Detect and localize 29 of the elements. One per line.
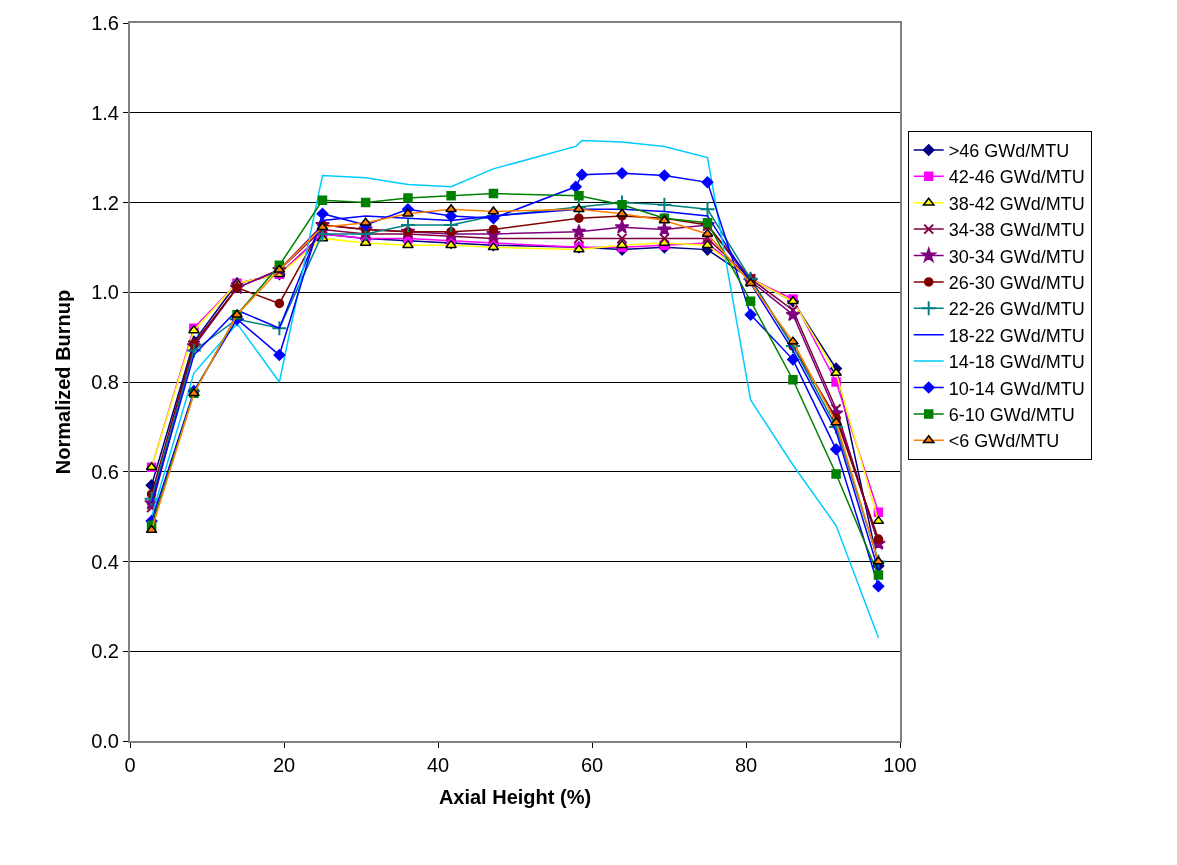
legend-label: 6-10 GWd/MTU [948, 404, 1075, 425]
legend-label: <6 GWd/MTU [948, 431, 1060, 452]
y-tick-label: 1.4 [91, 101, 119, 124]
y-tick-label: 0.0 [91, 730, 119, 752]
legend-label: 34-38 GWd/MTU [948, 220, 1085, 241]
x-tick-label: 20 [272, 754, 296, 776]
y-tick-label: 0.4 [91, 550, 119, 573]
y-tick-label: 1.2 [91, 191, 119, 214]
y-axis-title: Normalized Burnup [52, 289, 75, 475]
x-tick-label: 60 [580, 754, 604, 776]
x-tick-label: 40 [426, 754, 450, 776]
legend-label: 42-46 GWd/MTU [948, 167, 1085, 188]
legend-label: 22-26 GWd/MTU [948, 299, 1085, 320]
legend-label: 38-42 GWd/MTU [948, 193, 1085, 214]
y-tick-label: 1.0 [91, 281, 119, 304]
legend-label: 10-14 GWd/MTU [948, 378, 1085, 399]
legend-label: 14-18 GWd/MTU [948, 352, 1085, 373]
x-tick-label: 100 [883, 754, 917, 776]
legend-label: 18-22 GWd/MTU [948, 325, 1085, 346]
y-tick-label: 1.6 [91, 12, 119, 34]
legend-label: 30-34 GWd/MTU [948, 246, 1085, 267]
y-tick-label: 0.2 [91, 640, 119, 663]
x-axis-title: Axial Height (%) [438, 786, 592, 808]
legend-label: 26-30 GWd/MTU [948, 272, 1085, 293]
y-tick-label: 0.8 [91, 371, 119, 393]
y-tick-label: 0.6 [91, 460, 119, 483]
legend-label: >46 GWd/MTU [948, 140, 1070, 161]
x-tick-label: 0 [124, 754, 136, 776]
x-tick-label: 80 [734, 754, 758, 776]
